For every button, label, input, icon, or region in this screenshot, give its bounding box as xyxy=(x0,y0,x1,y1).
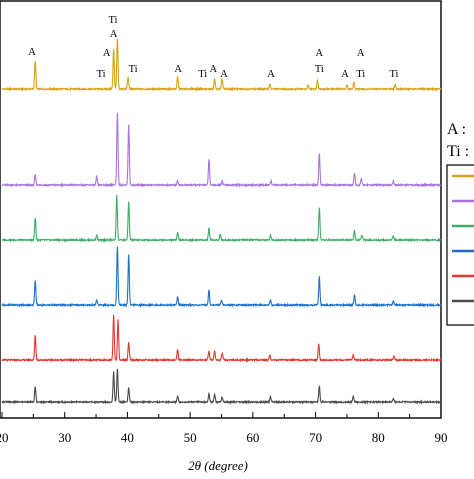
legend-swatches xyxy=(452,174,474,303)
peak-annotation-label: A xyxy=(220,69,228,80)
plot-frame xyxy=(0,0,442,419)
series-line-5 xyxy=(1,314,442,363)
series-line-1 xyxy=(1,38,442,92)
peak-annotation-label: Ti xyxy=(97,69,106,80)
peak-annotation-label: A xyxy=(316,48,324,59)
series-line-6 xyxy=(1,368,442,405)
x-tick-label: 70 xyxy=(309,430,322,445)
peak-annotation-label: A xyxy=(110,29,118,40)
peak-annotation-label: A xyxy=(28,47,36,58)
peak-annotation-label: Ti xyxy=(129,64,138,75)
series-line-4 xyxy=(1,246,442,308)
peak-annotation-label: A xyxy=(210,64,218,75)
series-line-2 xyxy=(1,112,442,188)
peak-annotation-label: Ti xyxy=(109,15,118,26)
x-axis-title: 2θ (degree) xyxy=(188,458,248,473)
peak-annotation-label: A xyxy=(267,69,275,80)
peak-annotation-label: Ti xyxy=(315,64,324,75)
peak-annotation-label: A xyxy=(341,69,349,80)
x-axis: 20 30 40 50 60 70 80 90 xyxy=(0,412,448,445)
x-tick-label: 50 xyxy=(184,430,197,445)
peak-annotation-label: A xyxy=(174,64,182,75)
peak-annotation-label: Ti xyxy=(356,69,365,80)
x-tick-label: 80 xyxy=(372,430,385,445)
legend-key-a: A : xyxy=(447,121,466,138)
legend-box xyxy=(446,164,474,326)
series-line-3 xyxy=(1,194,442,243)
peak-annotation-label: Ti xyxy=(198,69,207,80)
peak-annotation-label: Ti xyxy=(389,69,398,80)
peak-annotation-label: A xyxy=(357,48,365,59)
legend: A : Ti : xyxy=(446,121,474,326)
x-tick-label: 60 xyxy=(246,430,259,445)
peak-annotation-label: A xyxy=(103,48,111,59)
x-tick-label: 20 xyxy=(0,430,9,445)
legend-key-ti: Ti : xyxy=(447,143,469,160)
x-tick-label: 90 xyxy=(435,430,448,445)
x-tick-label: 40 xyxy=(121,430,134,445)
x-tick-label: 30 xyxy=(58,430,71,445)
series-layer xyxy=(1,38,442,405)
